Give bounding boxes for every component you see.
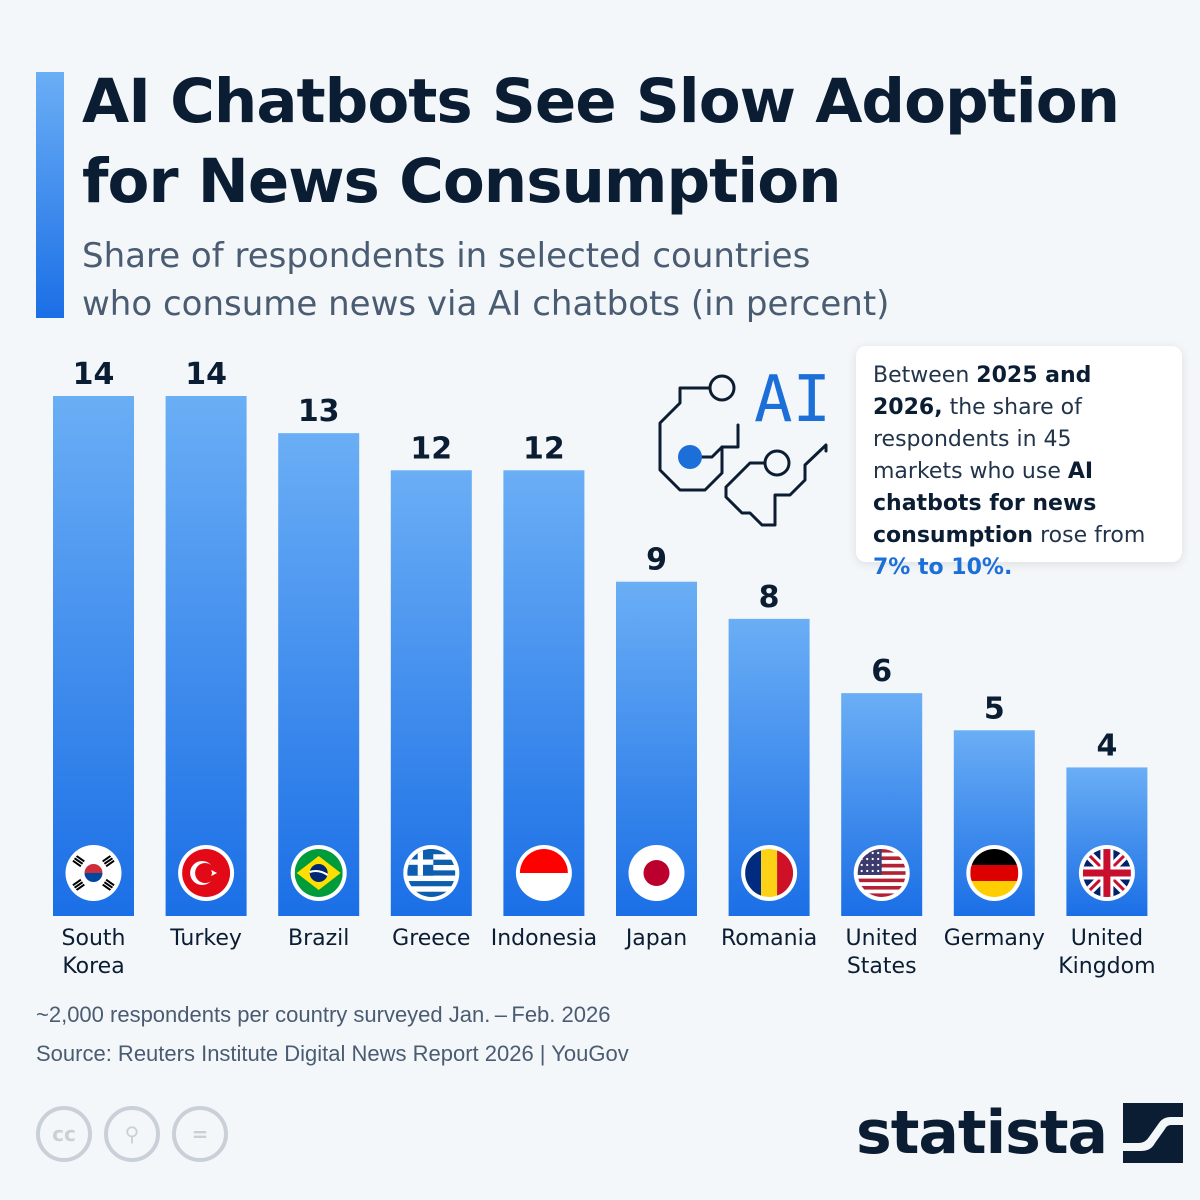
value-label: 14 (185, 357, 227, 392)
attribution-icon-glyph: ⚲ (124, 1122, 140, 1146)
greece-flag-icon (403, 845, 460, 901)
title-line-2: for News Consumption (82, 146, 842, 217)
bars-layer: 14 South Korea 14 Turkey 13 Brazil 12 Greece 12 In… (53, 357, 1156, 979)
category-label: United Kingdom (1058, 926, 1155, 979)
bar-turkey (165, 396, 247, 916)
callout-bold-2: AI chatbots for news consumption (873, 459, 1097, 548)
united-states-flag-icon (853, 845, 910, 901)
source-link[interactable]: Source: Reuters Institute Digital News R… (36, 1041, 629, 1066)
japan-flag-icon (628, 845, 685, 901)
bar-indonesia (503, 470, 585, 916)
category-label: Romania (721, 926, 817, 951)
romania-flag-icon (741, 845, 798, 901)
subtitle-line-1: Share of respondents in selected countri… (82, 236, 811, 276)
statista-logo[interactable]: statista (856, 1098, 1184, 1168)
bar-south-korea (53, 396, 134, 916)
value-label: 4 (1096, 728, 1117, 763)
value-label: 14 (73, 357, 115, 392)
germany-flag-icon (966, 845, 1023, 901)
brazil-flag-icon (290, 845, 347, 901)
value-label: 8 (759, 580, 780, 615)
statista-wordmark: statista (856, 1098, 1108, 1168)
no-derivatives-icon-glyph: = (191, 1122, 209, 1146)
statista-logo-icon (1123, 1103, 1184, 1163)
callout-box: Between 2025 and 2026, the share of resp… (856, 346, 1182, 580)
category-label: United States (846, 926, 918, 979)
page-title: AI Chatbots See Slow Adoption for News C… (82, 62, 1182, 222)
turkey-flag-icon (178, 845, 235, 901)
south-korea-flag-icon (65, 845, 122, 901)
title-accent-bar (36, 72, 64, 318)
page-subtitle: Share of respondents in selected countri… (82, 232, 982, 328)
united-kingdom-flag-icon (1078, 845, 1135, 901)
bar-chart: 14 South Korea 14 Turkey 13 Brazil 12 Greece 12 In… (53, 357, 1156, 979)
cc-icon[interactable]: cc (36, 1106, 92, 1162)
value-label: 13 (298, 394, 340, 429)
subtitle-line-2: who consume news via AI chatbots (in per… (82, 284, 890, 324)
category-label: Indonesia (491, 926, 597, 951)
callout-highlight: 7% to 10%. (873, 555, 1013, 580)
callout-text-2: the share of respondents in 45 markets w… (873, 395, 1082, 484)
category-label: Germany (944, 926, 1045, 951)
ai-label: AI (754, 363, 831, 437)
value-label: 5 (984, 691, 1005, 726)
value-label: 6 (871, 654, 892, 689)
category-label: Brazil (288, 926, 349, 951)
callout-bold-1: 2025 and 2026, (873, 363, 1092, 420)
category-label: Japan (624, 926, 687, 951)
category-label: Turkey (169, 926, 242, 951)
title-line-1: AI Chatbots See Slow Adoption (82, 66, 1120, 137)
survey-note: ~2,000 respondents per country surveyed … (36, 1002, 611, 1027)
bar-brazil (278, 433, 360, 916)
value-label: 12 (410, 431, 452, 466)
callout-text-1: Between (873, 363, 977, 388)
indonesia-flag-icon (515, 845, 572, 901)
value-label: 9 (646, 543, 667, 578)
attribution-icon[interactable]: ⚲ (104, 1106, 160, 1162)
license-icons: cc ⚲ = (36, 1106, 228, 1162)
bar-greece (390, 470, 472, 916)
no-derivatives-icon[interactable]: = (172, 1106, 228, 1162)
ai-circuit-icon: AI (658, 363, 831, 527)
value-label: 12 (523, 431, 565, 466)
callout-text-3: rose from (1033, 523, 1146, 548)
category-label: Greece (392, 926, 470, 951)
cc-icon-glyph: cc (52, 1122, 76, 1146)
category-label: South Korea (62, 926, 126, 979)
